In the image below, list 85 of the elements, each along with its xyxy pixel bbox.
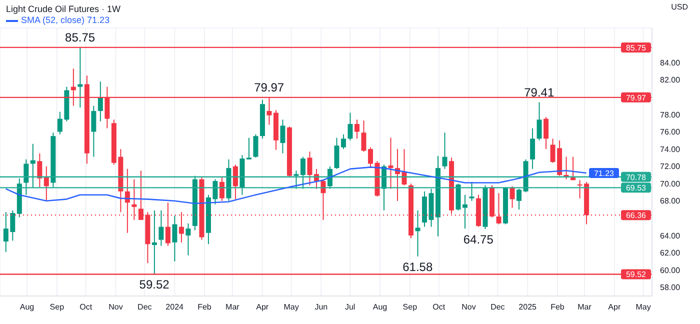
candlestick <box>44 166 49 202</box>
y-tick-label: 60.00 <box>660 266 681 275</box>
x-tick-label: Apr <box>608 302 621 312</box>
candlestick <box>158 210 164 246</box>
x-tick-label: Aug <box>20 302 34 312</box>
candlestick <box>219 177 224 202</box>
candlestick <box>294 170 299 190</box>
candlestick <box>91 105 96 158</box>
candlestick <box>280 119 286 154</box>
x-tick-label: Sep <box>402 302 418 312</box>
x-tick-label: Nov <box>462 302 476 312</box>
candlestick <box>152 210 157 275</box>
x-tick-label: Mar <box>226 302 240 312</box>
candlestick <box>37 152 42 188</box>
ref-line-label: 59.52 <box>626 270 647 280</box>
x-tick-label: Oct <box>80 302 93 312</box>
candlestick <box>300 156 306 190</box>
y-tick-label: 76.00 <box>660 128 681 137</box>
y-tick-label: 70.00 <box>660 179 681 188</box>
annotation: 79.97 <box>254 80 284 94</box>
y-tick-label: 72.00 <box>660 162 681 172</box>
chart-title: Light Crude Oil Futures · 1W <box>6 4 121 14</box>
candlestick <box>516 188 522 210</box>
y-tick-label: 64.00 <box>660 231 681 240</box>
candlestick <box>536 102 542 141</box>
ref-line-label: 70.78 <box>626 172 647 182</box>
candlestick <box>98 81 103 122</box>
ref-line-label: 69.53 <box>626 184 647 193</box>
candlestick <box>415 210 420 257</box>
y-tick-label: 78.00 <box>660 110 681 120</box>
candlestick <box>186 222 191 256</box>
annotation: 64.75 <box>463 232 494 247</box>
y-tick-label: 68.00 <box>660 196 681 206</box>
data-label: 71.23 <box>594 168 615 178</box>
candlestick <box>340 134 346 150</box>
candlestick <box>388 137 394 190</box>
x-tick-label: May <box>636 302 651 312</box>
x-tick-label: Jun <box>314 302 328 312</box>
ref-line-label: 66.36 <box>626 211 647 220</box>
annotation: 79.41 <box>524 85 554 100</box>
x-tick-label: Nov <box>108 302 123 312</box>
y-axis-title: USD <box>671 2 688 12</box>
candlestick <box>354 119 360 140</box>
candlestick <box>232 164 238 200</box>
candlestick <box>78 46 83 108</box>
x-tick-label: May <box>284 302 299 312</box>
annotation: 59.52 <box>139 278 170 292</box>
candlestick <box>334 137 340 170</box>
x-tick-label: 2024 <box>166 302 184 312</box>
x-tick-label: Mar <box>578 302 592 312</box>
y-tick-label: 74.00 <box>660 144 681 154</box>
x-tick-label: Feb <box>198 302 212 312</box>
candlestick <box>348 112 353 141</box>
y-tick-label: 82.00 <box>660 76 681 85</box>
candlestick <box>307 151 312 186</box>
x-tick-label: Dec <box>490 302 505 312</box>
candlestick <box>24 158 29 196</box>
candlestick <box>530 128 536 170</box>
x-tick-label: Oct <box>432 302 446 312</box>
candlestick <box>246 137 252 160</box>
y-tick-label: 58.00 <box>660 283 681 292</box>
annotation: 61.58 <box>402 260 433 274</box>
candlestick <box>510 186 515 208</box>
candlestick <box>570 156 576 181</box>
candlestick <box>442 132 448 170</box>
x-tick-label: Aug <box>372 302 388 312</box>
text: 71.23 <box>87 15 110 25</box>
candlestick <box>172 215 178 262</box>
legend-label: SMA (52, close) <box>21 15 85 25</box>
x-tick-label: Sep <box>50 302 65 312</box>
ref-line-label: 85.75 <box>626 43 647 52</box>
y-tick-label: 84.00 <box>660 58 681 68</box>
y-tick-label: 62.00 <box>660 248 681 258</box>
ref-line-label: 79.97 <box>626 93 647 102</box>
line-series <box>5 166 588 204</box>
candlestick <box>361 120 366 152</box>
candlestick <box>469 181 474 202</box>
x-tick-label: Apr <box>256 302 269 312</box>
x-tick-label: Feb <box>550 302 565 312</box>
annotation: 85.75 <box>65 30 96 44</box>
candlestick <box>253 134 258 158</box>
x-tick-label: Jul <box>344 302 356 312</box>
candlestick <box>544 116 549 150</box>
x-tick-label: Dec <box>138 302 152 312</box>
x-tick-label: 2025 <box>518 302 538 312</box>
